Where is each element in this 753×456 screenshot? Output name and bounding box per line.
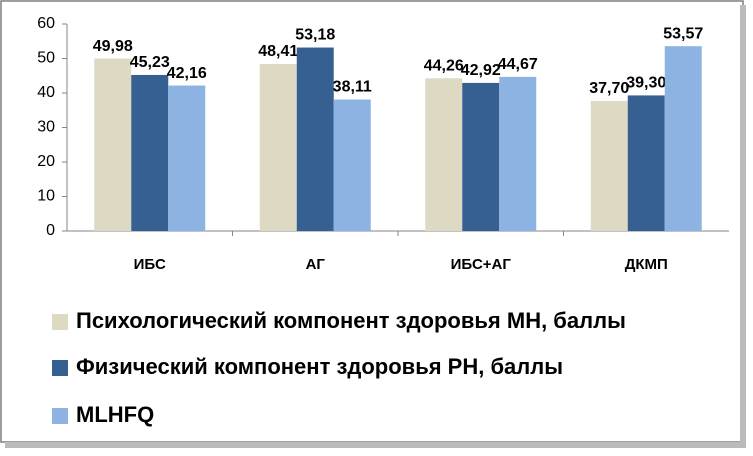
bar — [462, 82, 500, 232]
bar — [627, 95, 665, 231]
legend-label: MLHFQ — [76, 402, 154, 427]
y-tick-label: 20 — [37, 153, 55, 170]
bar — [664, 46, 702, 231]
legend-label: Психологический компонент здоровья МН, б… — [76, 308, 626, 333]
legend-swatch — [52, 360, 68, 376]
y-tick-label: 30 — [37, 119, 55, 136]
bar — [168, 85, 206, 231]
bar — [333, 99, 371, 231]
value-label: 42,92 — [461, 62, 501, 79]
x-tick-label: ДКМП — [625, 256, 668, 273]
legend-swatch — [52, 314, 68, 330]
value-label: 42,16 — [167, 65, 207, 82]
legend-label: Физический компонент здоровья РН, баллы — [76, 354, 563, 379]
x-tick-label: АГ — [306, 256, 326, 273]
value-label: 48,41 — [258, 43, 298, 60]
value-label: 37,70 — [589, 80, 629, 97]
y-tick-label: 40 — [37, 84, 55, 101]
x-tick-label: ИБС+АГ — [451, 256, 512, 273]
bar — [131, 74, 169, 231]
bar — [590, 100, 628, 231]
value-label: 45,23 — [130, 54, 170, 71]
x-tick-label: ИБС — [134, 256, 166, 273]
bar — [499, 76, 537, 232]
value-label: 44,67 — [498, 56, 538, 73]
value-label: 39,30 — [626, 75, 666, 92]
value-label: 44,26 — [424, 58, 464, 75]
bar — [94, 58, 132, 231]
y-tick-label: 0 — [46, 222, 55, 239]
y-tick-label: 10 — [37, 188, 55, 205]
bar — [259, 63, 297, 231]
value-label: 49,98 — [93, 38, 133, 55]
value-label: 53,18 — [295, 27, 335, 44]
bar — [296, 47, 334, 232]
bar — [425, 78, 463, 231]
value-label: 38,11 — [333, 79, 372, 96]
y-tick-label: 50 — [37, 50, 55, 67]
legend-swatch — [52, 408, 68, 424]
y-tick-label: 60 — [37, 15, 55, 32]
value-label: 53,57 — [663, 25, 703, 42]
